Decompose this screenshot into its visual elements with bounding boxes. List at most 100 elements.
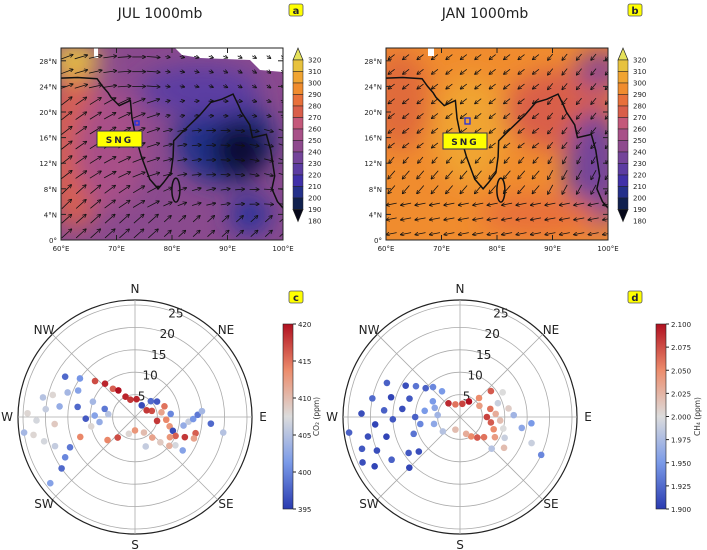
wind-arrow bbox=[531, 218, 542, 220]
colorbar-tick-label: 420 bbox=[298, 321, 311, 329]
colorbar-tick-label: 2.025 bbox=[671, 390, 691, 398]
wind-arrow bbox=[401, 218, 412, 220]
data-point bbox=[109, 385, 117, 393]
wind-arrow bbox=[75, 156, 87, 165]
wind-arrow bbox=[179, 56, 184, 57]
panel-b: JAN 1000mb b SNG 0°4 bbox=[364, 3, 646, 253]
wind-arrow bbox=[236, 216, 243, 223]
data-point bbox=[167, 410, 175, 418]
colorbar-label: 320 bbox=[308, 57, 321, 65]
wind-arrow bbox=[148, 229, 158, 239]
colorbar-min-triangle bbox=[617, 209, 629, 223]
wind-arrow bbox=[75, 185, 86, 195]
wind-arrow bbox=[264, 216, 272, 223]
wind-arrow bbox=[191, 188, 201, 192]
wind-arrow bbox=[264, 189, 273, 190]
data-point bbox=[359, 459, 366, 466]
wind-arrow bbox=[415, 203, 426, 205]
wind-arrow bbox=[192, 231, 200, 237]
wind-arrow bbox=[90, 185, 100, 194]
data-point bbox=[114, 434, 122, 441]
wind-arrow bbox=[401, 203, 412, 205]
wind-arrow bbox=[548, 127, 554, 134]
polar-plot-d: 5 10 15 20 25 N NE E SE S SW W NW bbox=[326, 282, 592, 550]
wind-arrow bbox=[489, 170, 497, 179]
wind-arrow bbox=[504, 83, 511, 89]
wind-arrow bbox=[475, 98, 482, 104]
wind-arrow bbox=[237, 85, 242, 87]
lon-tick-label: 70°E bbox=[433, 245, 450, 253]
wind-arrow bbox=[562, 184, 568, 194]
wind-arrow bbox=[591, 83, 597, 89]
wind-arrow bbox=[251, 85, 256, 87]
wind-arrow bbox=[61, 185, 71, 195]
colorbar-label: 220 bbox=[633, 172, 646, 180]
wind-arrow bbox=[388, 185, 396, 193]
data-point bbox=[452, 426, 459, 433]
wind-arrow bbox=[431, 170, 439, 179]
data-point bbox=[369, 395, 376, 402]
wind-arrow bbox=[531, 233, 542, 235]
wind-arrow bbox=[223, 71, 227, 73]
wind-arrow bbox=[475, 54, 482, 60]
wind-arrow bbox=[476, 156, 481, 163]
wind-arrow bbox=[562, 97, 568, 104]
wind-arrow bbox=[591, 53, 597, 60]
data-point bbox=[219, 429, 227, 436]
wind-arrow bbox=[577, 112, 582, 119]
wind-arrow bbox=[133, 229, 144, 239]
wind-arrow bbox=[194, 71, 198, 72]
data-point bbox=[487, 419, 495, 426]
panel-a-letter: a bbox=[293, 6, 300, 17]
data-point bbox=[421, 407, 429, 415]
colorbar-label: 260 bbox=[633, 126, 646, 134]
wind-arrow bbox=[89, 157, 101, 164]
wind-arrow bbox=[75, 215, 86, 224]
wind-arrow bbox=[533, 54, 540, 60]
data-point bbox=[491, 433, 499, 441]
data-point bbox=[358, 445, 366, 453]
colorbar-segment bbox=[292, 151, 304, 164]
wind-arrow bbox=[562, 127, 568, 134]
lat-tick-label: 0° bbox=[374, 237, 382, 245]
data-point bbox=[61, 454, 69, 461]
colorbar-segment bbox=[617, 174, 629, 187]
wind-arrow bbox=[388, 170, 396, 179]
wind-arrow bbox=[403, 68, 410, 74]
wind-arrow bbox=[502, 203, 513, 205]
wind-arrow bbox=[278, 143, 283, 146]
wind-arrow bbox=[75, 200, 86, 209]
wind-arrow bbox=[444, 203, 455, 205]
wind-arrow bbox=[548, 83, 554, 89]
data-point bbox=[430, 420, 438, 428]
wind-arrow bbox=[444, 218, 455, 220]
wind-arrow bbox=[504, 156, 510, 163]
wind-arrow bbox=[577, 53, 582, 60]
wind-arrow bbox=[519, 156, 525, 163]
wind-arrow bbox=[235, 159, 244, 160]
wind-arrow bbox=[606, 173, 608, 179]
data-point bbox=[486, 405, 494, 413]
wind-arrow bbox=[146, 129, 159, 133]
data-point bbox=[476, 402, 483, 410]
wind-arrow bbox=[165, 115, 169, 116]
lat-tick-label: 24°N bbox=[39, 83, 57, 91]
colorbar-segment bbox=[292, 117, 304, 130]
wind-arrow bbox=[606, 54, 608, 60]
radial-tick-label: 20 bbox=[160, 327, 175, 341]
colorbar-segment bbox=[292, 163, 304, 176]
data-point bbox=[131, 427, 139, 434]
wind-arrow bbox=[90, 215, 101, 224]
wind-arrow bbox=[386, 218, 397, 220]
wind-arrow bbox=[489, 83, 496, 89]
radial-tick-label: 10 bbox=[143, 369, 158, 383]
data-point bbox=[138, 402, 146, 409]
colorbar-max-triangle bbox=[617, 47, 629, 61]
wind-arrow bbox=[146, 71, 160, 72]
wind-arrow bbox=[223, 85, 227, 87]
colorbar-label: 270 bbox=[308, 114, 321, 122]
wind-arrow bbox=[533, 68, 540, 74]
map-a-colorbar: 320 310 300 290 280 270 260 250 240 230 220 210 200 1… bbox=[292, 47, 321, 226]
wind-arrow bbox=[475, 113, 482, 118]
colorbar-min-triangle bbox=[292, 209, 304, 223]
